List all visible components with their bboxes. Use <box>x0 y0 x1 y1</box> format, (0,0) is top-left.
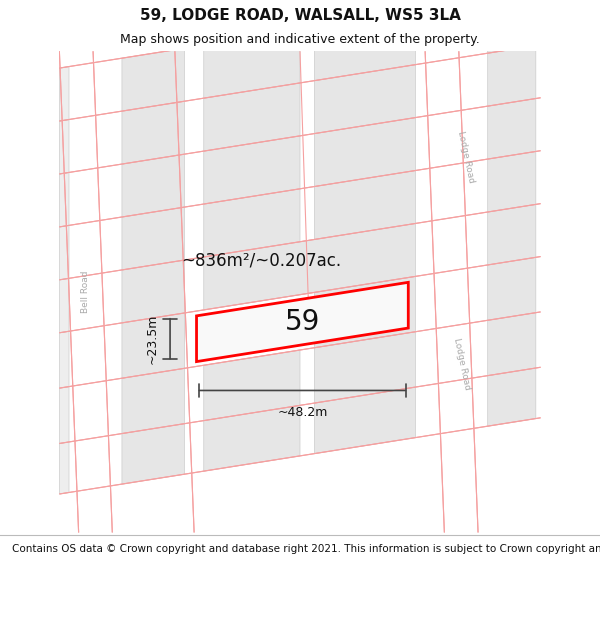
Polygon shape <box>314 276 415 348</box>
Text: ~48.2m: ~48.2m <box>277 406 328 419</box>
Text: ~836m²/~0.207ac.: ~836m²/~0.207ac. <box>181 252 341 269</box>
Text: Lodge Road: Lodge Road <box>456 130 476 184</box>
Polygon shape <box>488 0 536 53</box>
Polygon shape <box>314 64 415 134</box>
Polygon shape <box>204 30 300 98</box>
Polygon shape <box>59 226 69 280</box>
Text: Lodge Road: Lodge Road <box>452 338 472 391</box>
Polygon shape <box>122 48 185 111</box>
Polygon shape <box>488 258 536 320</box>
Polygon shape <box>59 173 69 227</box>
Text: ~23.5m: ~23.5m <box>145 314 158 364</box>
Polygon shape <box>204 224 415 310</box>
Polygon shape <box>59 442 69 494</box>
Polygon shape <box>122 260 185 323</box>
Text: 59: 59 <box>285 308 320 336</box>
Polygon shape <box>122 424 185 484</box>
Polygon shape <box>488 46 536 106</box>
Polygon shape <box>314 171 415 239</box>
Polygon shape <box>314 12 415 81</box>
Polygon shape <box>314 387 415 454</box>
Polygon shape <box>204 406 300 471</box>
Text: Contains OS data © Crown copyright and database right 2021. This information is : Contains OS data © Crown copyright and d… <box>12 544 600 554</box>
Polygon shape <box>59 278 69 332</box>
Polygon shape <box>488 312 536 376</box>
Polygon shape <box>59 387 69 444</box>
Polygon shape <box>59 67 69 121</box>
Polygon shape <box>197 282 408 362</box>
Polygon shape <box>122 368 185 434</box>
Polygon shape <box>204 83 300 151</box>
Polygon shape <box>314 332 415 403</box>
Polygon shape <box>488 99 536 159</box>
Polygon shape <box>204 189 300 257</box>
Polygon shape <box>122 313 185 378</box>
Polygon shape <box>122 207 185 270</box>
Polygon shape <box>122 154 185 217</box>
Polygon shape <box>204 350 300 421</box>
Polygon shape <box>59 331 69 388</box>
Text: 59, LODGE ROAD, WALSALL, WS5 3LA: 59, LODGE ROAD, WALSALL, WS5 3LA <box>140 8 460 23</box>
Polygon shape <box>314 118 415 186</box>
Polygon shape <box>59 119 69 174</box>
Text: Map shows position and indicative extent of the property.: Map shows position and indicative extent… <box>120 34 480 46</box>
Text: Bell Road: Bell Road <box>82 271 91 313</box>
Polygon shape <box>204 136 300 204</box>
Polygon shape <box>488 204 536 265</box>
Polygon shape <box>122 101 185 164</box>
Polygon shape <box>488 368 536 426</box>
Polygon shape <box>488 151 536 212</box>
